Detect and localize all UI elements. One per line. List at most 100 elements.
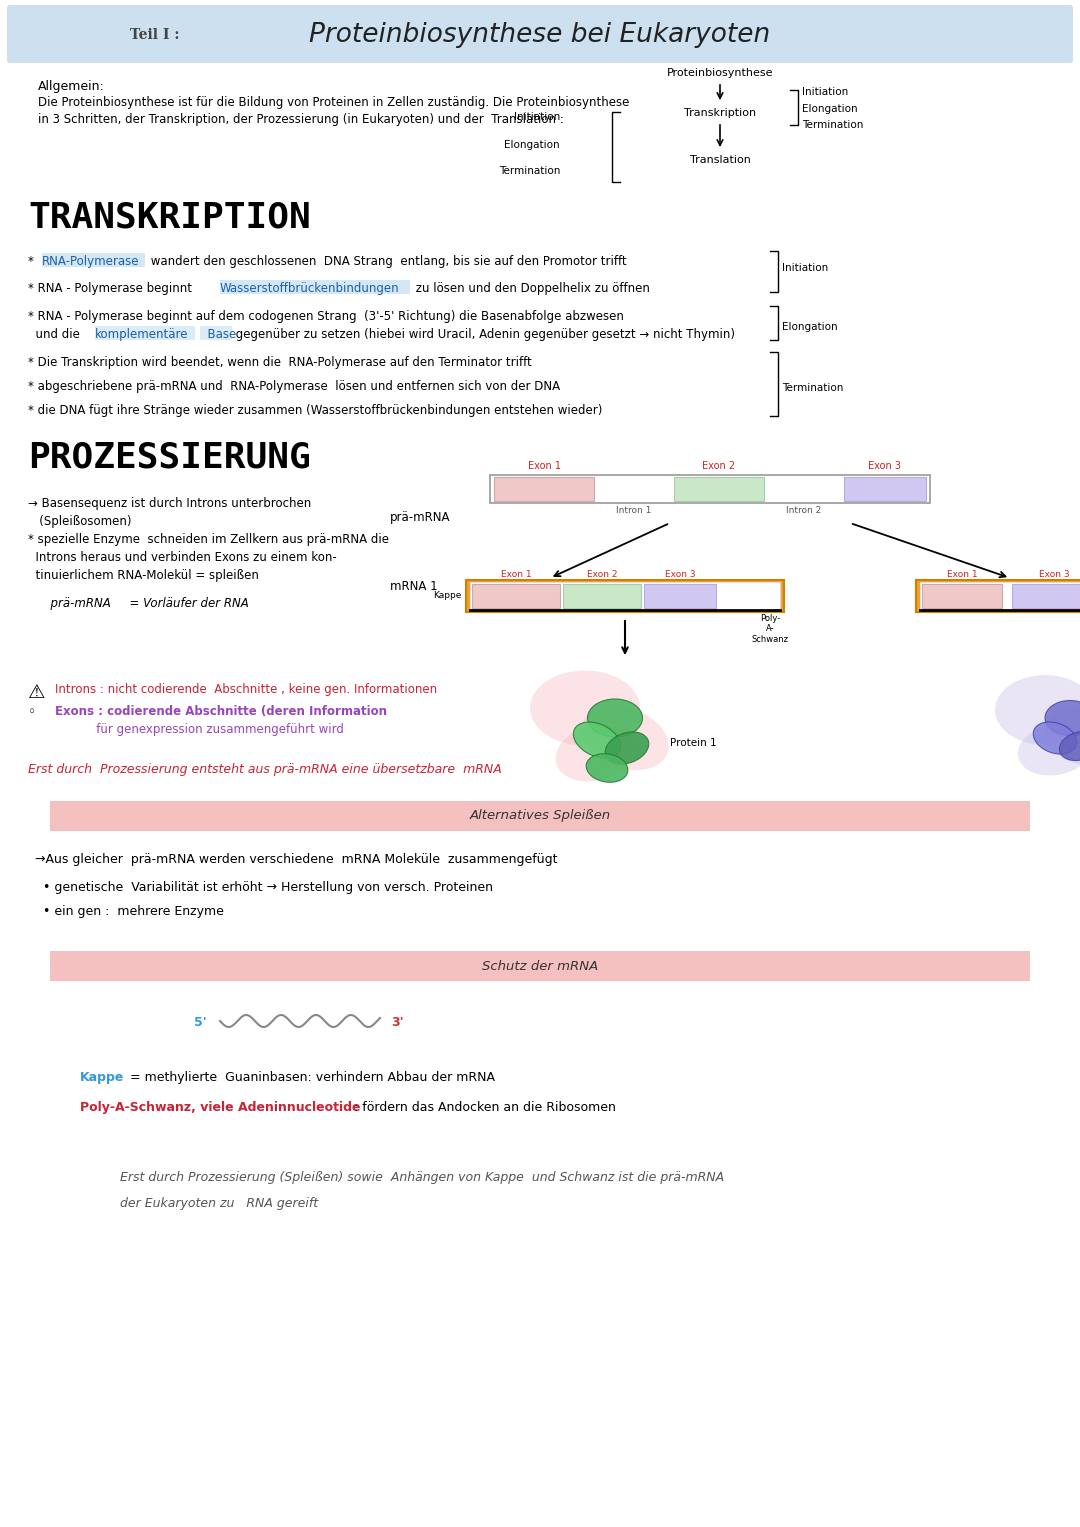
Text: Kappe: Kappe [434,591,462,600]
Text: → Basensequenz ist durch Introns unterbrochen: → Basensequenz ist durch Introns unterbr… [28,496,311,510]
Ellipse shape [556,724,634,782]
Text: *: * [28,255,38,269]
FancyBboxPatch shape [200,325,232,341]
Text: Elongation: Elongation [802,104,858,115]
Text: Initiation: Initiation [782,263,828,273]
Text: * RNA - Polymerase beginnt auf dem codogenen Strang  (3'-5' Richtung) die Basena: * RNA - Polymerase beginnt auf dem codog… [28,310,624,324]
Text: Introns : nicht codierende  Abschnitte , keine gen. Informationen: Introns : nicht codierende Abschnitte , … [55,683,437,696]
Text: : fördern das Andocken an die Ribosomen: : fördern das Andocken an die Ribosomen [350,1101,616,1115]
Text: Exons : codierende Abschnitte (deren Information: Exons : codierende Abschnitte (deren Inf… [55,705,387,718]
Ellipse shape [588,699,643,738]
Text: prä-mRNA: prä-mRNA [390,512,450,524]
Text: Intron 2: Intron 2 [786,505,822,515]
Ellipse shape [586,754,627,782]
Text: zu lösen und den Doppelhelix zu öffnen: zu lösen und den Doppelhelix zu öffnen [411,282,650,295]
FancyBboxPatch shape [1012,583,1080,608]
Text: Proteinbiosynthese bei Eukaryoten: Proteinbiosynthese bei Eukaryoten [309,21,771,47]
Text: 3': 3' [392,1017,404,1029]
Text: in 3 Schritten, der Transkription, der Prozessierung (in Eukaryoten) und der  Tr: in 3 Schritten, der Transkription, der P… [38,113,564,127]
Ellipse shape [581,705,669,770]
Text: Elongation: Elongation [782,322,838,331]
FancyBboxPatch shape [922,583,1002,608]
Ellipse shape [1034,722,1077,754]
Text: Erst durch Prozessierung (Spleißen) sowie  Anhängen von Kappe  und Schwanz ist d: Erst durch Prozessierung (Spleißen) sowi… [120,1171,724,1183]
Text: * RNA - Polymerase beginnt: * RNA - Polymerase beginnt [28,282,195,295]
Text: Poly-A-Schwanz, viele Adeninnucleotide: Poly-A-Schwanz, viele Adeninnucleotide [80,1101,361,1115]
Text: Die Proteinbiosynthese ist für die Bildung von Proteinen in Zellen zuständig. Di: Die Proteinbiosynthese ist für die Bildu… [38,96,630,108]
Text: mRNA 1: mRNA 1 [390,580,437,592]
Text: Introns heraus und verbinden Exons zu einem kon-: Introns heraus und verbinden Exons zu ei… [28,551,337,563]
Text: Exon 3: Exon 3 [664,570,696,579]
Text: ⚠: ⚠ [28,683,45,702]
Text: und die: und die [28,328,83,341]
Text: Intron 1: Intron 1 [617,505,651,515]
Text: Exon 1: Exon 1 [527,461,561,470]
Text: tinuierlichem RNA-Molekül = spleißen: tinuierlichem RNA-Molekül = spleißen [28,570,259,582]
Text: ◦: ◦ [28,705,36,719]
Text: Termination: Termination [782,383,843,392]
FancyBboxPatch shape [843,476,926,501]
Text: prä-mRNA     = Vorläufer der RNA: prä-mRNA = Vorläufer der RNA [28,597,248,609]
Text: Translation: Translation [689,156,751,165]
FancyBboxPatch shape [6,5,1074,63]
FancyBboxPatch shape [472,583,561,608]
FancyBboxPatch shape [920,582,1080,609]
Text: • genetische  Variabilität ist erhöht → Herstellung von versch. Proteinen: • genetische Variabilität ist erhöht → H… [35,881,492,893]
Text: Alternatives Spleißen: Alternatives Spleißen [470,809,610,823]
Text: * die DNA fügt ihre Stränge wieder zusammen (Wasserstoffbrückenbindungen entsteh: * die DNA fügt ihre Stränge wieder zusam… [28,405,603,417]
FancyBboxPatch shape [50,802,1030,831]
Text: →Aus gleicher  prä-mRNA werden verschiedene  mRNA Moleküle  zusammengefügt: →Aus gleicher prä-mRNA werden verschiede… [35,854,557,866]
Text: Base: Base [200,328,237,341]
Text: Teil I :: Teil I : [130,27,179,43]
FancyBboxPatch shape [42,253,145,267]
Text: Elongation: Elongation [504,140,561,150]
FancyBboxPatch shape [674,476,764,501]
FancyBboxPatch shape [470,582,780,609]
FancyBboxPatch shape [220,279,410,295]
Text: Exon 2: Exon 2 [702,461,735,470]
Text: * abgeschriebene prä-mRNA und  RNA-Polymerase  lösen und entfernen sich von der : * abgeschriebene prä-mRNA und RNA-Polyme… [28,380,561,392]
FancyBboxPatch shape [465,580,784,612]
Text: der Eukaryoten zu   RNA gereift: der Eukaryoten zu RNA gereift [120,1197,319,1209]
Text: = methylierte  Guaninbasen: verhindern Abbau der mRNA: = methylierte Guaninbasen: verhindern Ab… [126,1070,495,1084]
Ellipse shape [1059,731,1080,760]
Text: Exon 2: Exon 2 [586,570,618,579]
Text: Schutz der mRNA: Schutz der mRNA [482,959,598,973]
Text: Transkription: Transkription [684,108,756,118]
Text: Termination: Termination [802,121,863,130]
Text: Exon 3: Exon 3 [1039,570,1069,579]
Text: Protein 1: Protein 1 [670,738,717,748]
Text: für genexpression zusammengeführt wird: für genexpression zusammengeführt wird [55,722,343,736]
Text: wandert den geschlossenen  DNA Strang  entlang, bis sie auf den Promotor trifft: wandert den geschlossenen DNA Strang ent… [147,255,626,269]
FancyBboxPatch shape [916,580,1080,612]
Text: Exon 1: Exon 1 [947,570,977,579]
Ellipse shape [530,670,640,745]
Ellipse shape [995,675,1080,745]
Text: 5': 5' [193,1017,206,1029]
Text: gegenüber zu setzen (hiebei wird Uracil, Adenin gegenüber gesetzt → nicht Thymin: gegenüber zu setzen (hiebei wird Uracil,… [232,328,735,341]
Ellipse shape [1017,724,1080,776]
Text: Initiation: Initiation [514,111,561,122]
Ellipse shape [1043,705,1080,767]
Text: Exon 3: Exon 3 [868,461,902,470]
Ellipse shape [573,722,621,757]
FancyBboxPatch shape [563,583,642,608]
Text: PROZESSIERUNG: PROZESSIERUNG [28,440,311,473]
FancyBboxPatch shape [95,325,195,341]
Text: TRANSKRIPTION: TRANSKRIPTION [28,200,311,234]
FancyBboxPatch shape [494,476,594,501]
FancyBboxPatch shape [490,475,930,502]
Text: Wasserstoffbrückenbindungen: Wasserstoffbrückenbindungen [220,282,400,295]
Text: Poly-
A-
Schwanz: Poly- A- Schwanz [752,614,788,644]
Text: Erst durch  Prozessierung entsteht aus prä-mRNA eine übersetzbare  mRNA: Erst durch Prozessierung entsteht aus pr… [28,764,502,776]
Text: Exon 1: Exon 1 [501,570,531,579]
Ellipse shape [605,731,649,764]
Text: • ein gen :  mehrere Enzyme: • ein gen : mehrere Enzyme [35,906,224,918]
FancyBboxPatch shape [644,583,716,608]
Text: Kappe: Kappe [80,1070,124,1084]
Text: Allgemein:: Allgemein: [38,79,105,93]
Text: Termination: Termination [499,166,561,176]
Text: RNA-Polymerase: RNA-Polymerase [42,255,139,269]
Text: (Spleißosomen): (Spleißosomen) [28,515,132,528]
Text: komplementäre: komplementäre [95,328,189,341]
